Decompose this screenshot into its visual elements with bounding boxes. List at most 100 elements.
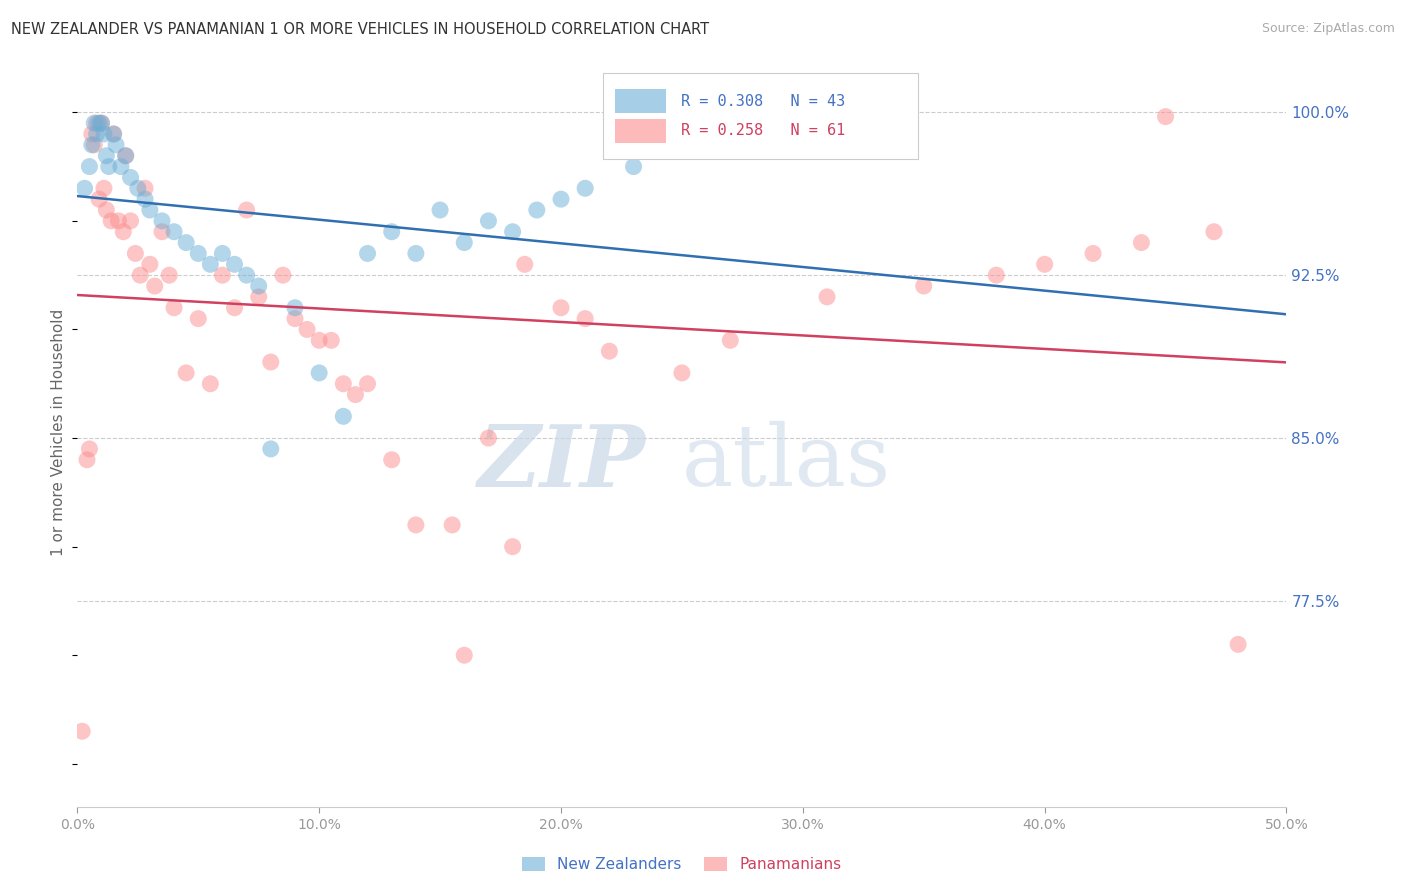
Point	[110, 160, 132, 174]
Point	[332, 409, 354, 424]
Point	[79, 442, 101, 456]
Point	[502, 540, 524, 554]
Point	[87, 192, 110, 206]
Point	[120, 214, 142, 228]
Point	[381, 225, 404, 239]
Point	[308, 366, 330, 380]
Text: ZIP: ZIP	[478, 421, 645, 504]
Point	[235, 202, 257, 217]
Point	[574, 181, 596, 195]
Point	[308, 334, 330, 348]
Point	[150, 214, 173, 228]
Point	[381, 452, 404, 467]
Point	[815, 290, 838, 304]
Point	[90, 116, 112, 130]
Point	[96, 149, 118, 163]
Point	[129, 268, 152, 282]
Point	[112, 225, 135, 239]
Point	[1130, 235, 1153, 250]
FancyBboxPatch shape	[616, 89, 666, 113]
Point	[163, 225, 186, 239]
Point	[224, 257, 246, 271]
Point	[1081, 246, 1104, 260]
Point	[356, 376, 378, 391]
Point	[405, 246, 427, 260]
Point	[174, 366, 197, 380]
Point	[550, 192, 572, 206]
Point	[163, 301, 186, 315]
Point	[332, 376, 354, 391]
Point	[211, 268, 233, 282]
FancyBboxPatch shape	[603, 73, 918, 159]
Text: Source: ZipAtlas.com: Source: ZipAtlas.com	[1261, 22, 1395, 36]
Point	[139, 202, 162, 217]
Text: R = 0.258   N = 61: R = 0.258 N = 61	[681, 123, 845, 138]
FancyBboxPatch shape	[616, 119, 666, 143]
Point	[453, 648, 475, 663]
Point	[114, 149, 136, 163]
Point	[80, 127, 103, 141]
Point	[120, 170, 142, 185]
Point	[134, 192, 156, 206]
Point	[100, 214, 122, 228]
Point	[76, 452, 98, 467]
Point	[1154, 110, 1177, 124]
Point	[295, 322, 318, 336]
Point	[247, 290, 270, 304]
Point	[453, 235, 475, 250]
Point	[93, 127, 115, 141]
Point	[211, 246, 233, 260]
Point	[321, 334, 343, 348]
Point	[477, 431, 499, 445]
Y-axis label: 1 or more Vehicles in Household: 1 or more Vehicles in Household	[51, 309, 66, 557]
Point	[623, 160, 645, 174]
Point	[429, 202, 451, 217]
Point	[124, 246, 146, 260]
Point	[97, 160, 120, 174]
Point	[1202, 225, 1225, 239]
Point	[502, 225, 524, 239]
Point	[87, 116, 110, 130]
Point	[598, 344, 620, 359]
Text: R = 0.308   N = 43: R = 0.308 N = 43	[681, 94, 845, 109]
Point	[235, 268, 257, 282]
Text: atlas: atlas	[682, 421, 891, 504]
Point	[83, 137, 105, 152]
Point	[157, 268, 180, 282]
Point	[93, 181, 115, 195]
Point	[103, 127, 125, 141]
Text: NEW ZEALANDER VS PANAMANIAN 1 OR MORE VEHICLES IN HOUSEHOLD CORRELATION CHART: NEW ZEALANDER VS PANAMANIAN 1 OR MORE VE…	[11, 22, 710, 37]
Point	[441, 517, 464, 532]
Point	[271, 268, 294, 282]
Point	[284, 301, 307, 315]
Point	[986, 268, 1008, 282]
Point	[200, 257, 222, 271]
Point	[174, 235, 197, 250]
Point	[187, 311, 209, 326]
Point	[224, 301, 246, 315]
Point	[107, 214, 129, 228]
Point	[718, 334, 741, 348]
Point	[200, 376, 222, 391]
Point	[127, 181, 149, 195]
Point	[477, 214, 499, 228]
Point	[695, 116, 717, 130]
Point	[1033, 257, 1056, 271]
Point	[80, 137, 103, 152]
Point	[105, 137, 128, 152]
Point	[83, 116, 105, 130]
Point	[139, 257, 162, 271]
Point	[912, 279, 935, 293]
Point	[73, 181, 96, 195]
Point	[356, 246, 378, 260]
Point	[550, 301, 572, 315]
Point	[134, 181, 156, 195]
Point	[260, 355, 283, 369]
Point	[143, 279, 166, 293]
Point	[103, 127, 125, 141]
Legend: New Zealanders, Panamanians: New Zealanders, Panamanians	[516, 851, 848, 879]
Point	[671, 366, 693, 380]
Point	[70, 724, 93, 739]
Point	[284, 311, 307, 326]
Point	[526, 202, 548, 217]
